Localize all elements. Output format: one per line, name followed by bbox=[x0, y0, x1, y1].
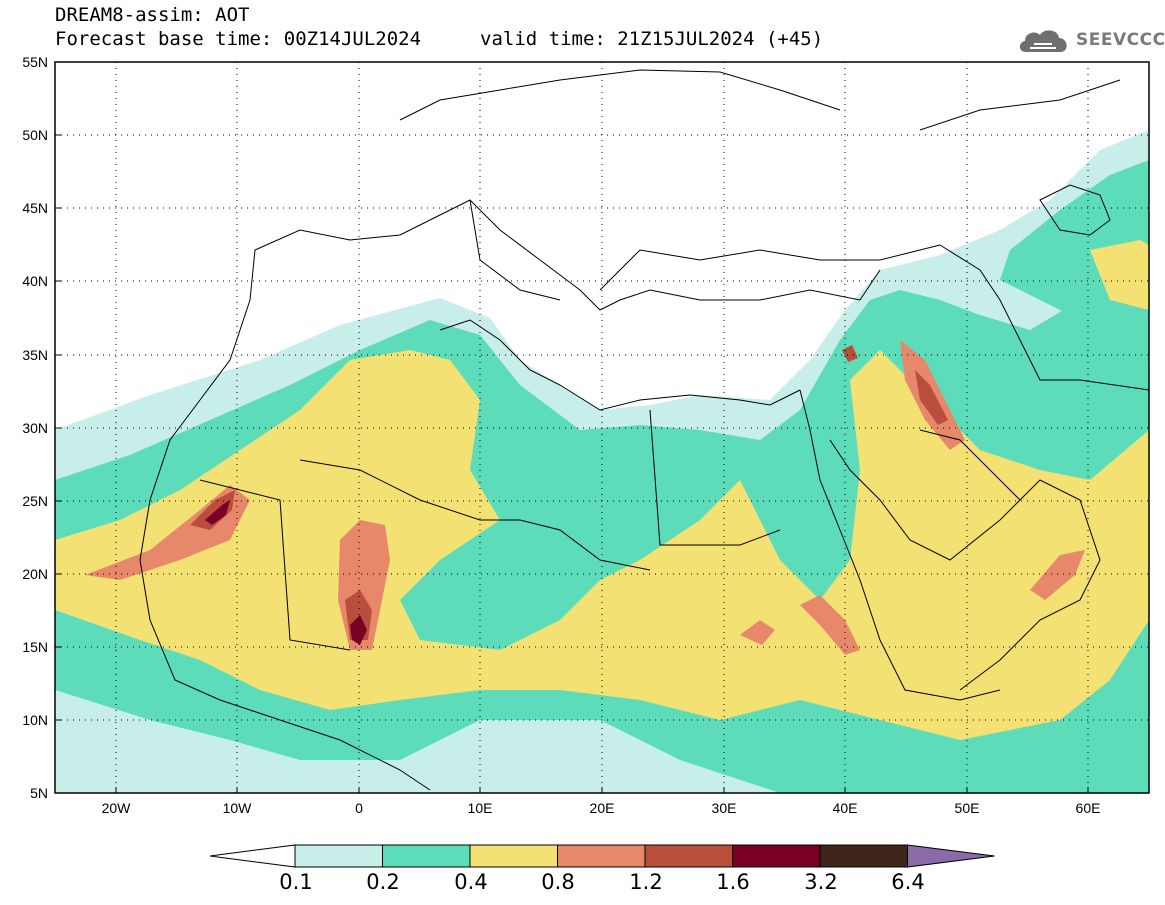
grid-lines bbox=[55, 62, 1149, 793]
coastlines bbox=[139, 69, 1149, 791]
aot-contour-0.4-iran bbox=[1090, 240, 1149, 310]
colorbar-cells bbox=[209, 844, 995, 868]
aot-contour-0.8-sudan bbox=[740, 620, 775, 645]
aot-contour-0.8-oman bbox=[1030, 550, 1085, 600]
colorbar-label: 1.6 bbox=[716, 870, 750, 894]
colorbar-cell bbox=[469, 844, 558, 868]
lat-label: 40N bbox=[22, 273, 48, 289]
lon-label: 10W bbox=[222, 800, 252, 816]
colorbar-label: 0.2 bbox=[366, 870, 400, 894]
colorbar-label: 0.1 bbox=[279, 870, 313, 894]
lat-label: 55N bbox=[22, 54, 48, 70]
lat-label: 50N bbox=[22, 127, 48, 143]
aot-contour-1.6-niger bbox=[350, 615, 367, 645]
lon-label: 0 bbox=[355, 800, 363, 816]
seevccc-logo: SEEVCCC bbox=[1016, 26, 1165, 56]
aot-contour-1.2-mauritania bbox=[190, 490, 235, 530]
colorbar-cell bbox=[557, 844, 646, 868]
lat-label: 35N bbox=[22, 347, 48, 363]
lon-label: 40E bbox=[832, 800, 858, 816]
lat-label: 5N bbox=[30, 785, 48, 801]
lon-label: 30E bbox=[711, 800, 737, 816]
lat-label: 10N bbox=[22, 712, 48, 728]
valid-time: valid time: 21Z15JUL2024 (+45) bbox=[480, 28, 824, 50]
lon-label: 20E bbox=[589, 800, 615, 816]
colorbar-cell bbox=[644, 844, 733, 868]
colorbar-cell bbox=[382, 844, 471, 868]
colorbar-arrow-low bbox=[209, 844, 296, 868]
aot-contour-1.2-iraq bbox=[915, 370, 948, 425]
tick-marks bbox=[55, 61, 1089, 793]
aot-contour-1.2-syria bbox=[842, 345, 858, 362]
lat-label: 15N bbox=[22, 639, 48, 655]
aot-contour-0.4 bbox=[55, 350, 1149, 740]
logo-text: SEEVCCC bbox=[1076, 30, 1165, 50]
lon-label: 10E bbox=[467, 800, 493, 816]
colorbar-arrow-high bbox=[907, 844, 995, 868]
colorbar-label: 6.4 bbox=[891, 870, 925, 894]
lat-label: 25N bbox=[22, 493, 48, 509]
aot-contour-0.8-eritrea bbox=[800, 595, 860, 655]
aot-field bbox=[55, 62, 1149, 793]
colorbar-label: 0.8 bbox=[541, 870, 575, 894]
title-line-1: DREAM8-assim: AOT bbox=[55, 4, 250, 26]
colorbar-cell bbox=[819, 844, 908, 868]
lat-label: 20N bbox=[22, 566, 48, 582]
cloud-icon bbox=[1019, 30, 1067, 52]
title-line-2: Forecast base time: 00Z14JUL2024 bbox=[55, 28, 422, 50]
colorbar-label: 1.2 bbox=[629, 870, 663, 894]
aot-contour-1.6-mauritania bbox=[205, 500, 230, 525]
colorbar-label: 3.2 bbox=[804, 870, 838, 894]
lat-label: 45N bbox=[22, 200, 48, 216]
colorbar-cell bbox=[732, 844, 821, 868]
lon-label: 20W bbox=[101, 800, 131, 816]
colorbar-cell bbox=[294, 844, 383, 868]
colorbar-label: 0.4 bbox=[454, 870, 488, 894]
lat-label: 30N bbox=[22, 420, 48, 436]
lon-label: 60E bbox=[1075, 800, 1101, 816]
lon-label: 50E bbox=[954, 800, 980, 816]
